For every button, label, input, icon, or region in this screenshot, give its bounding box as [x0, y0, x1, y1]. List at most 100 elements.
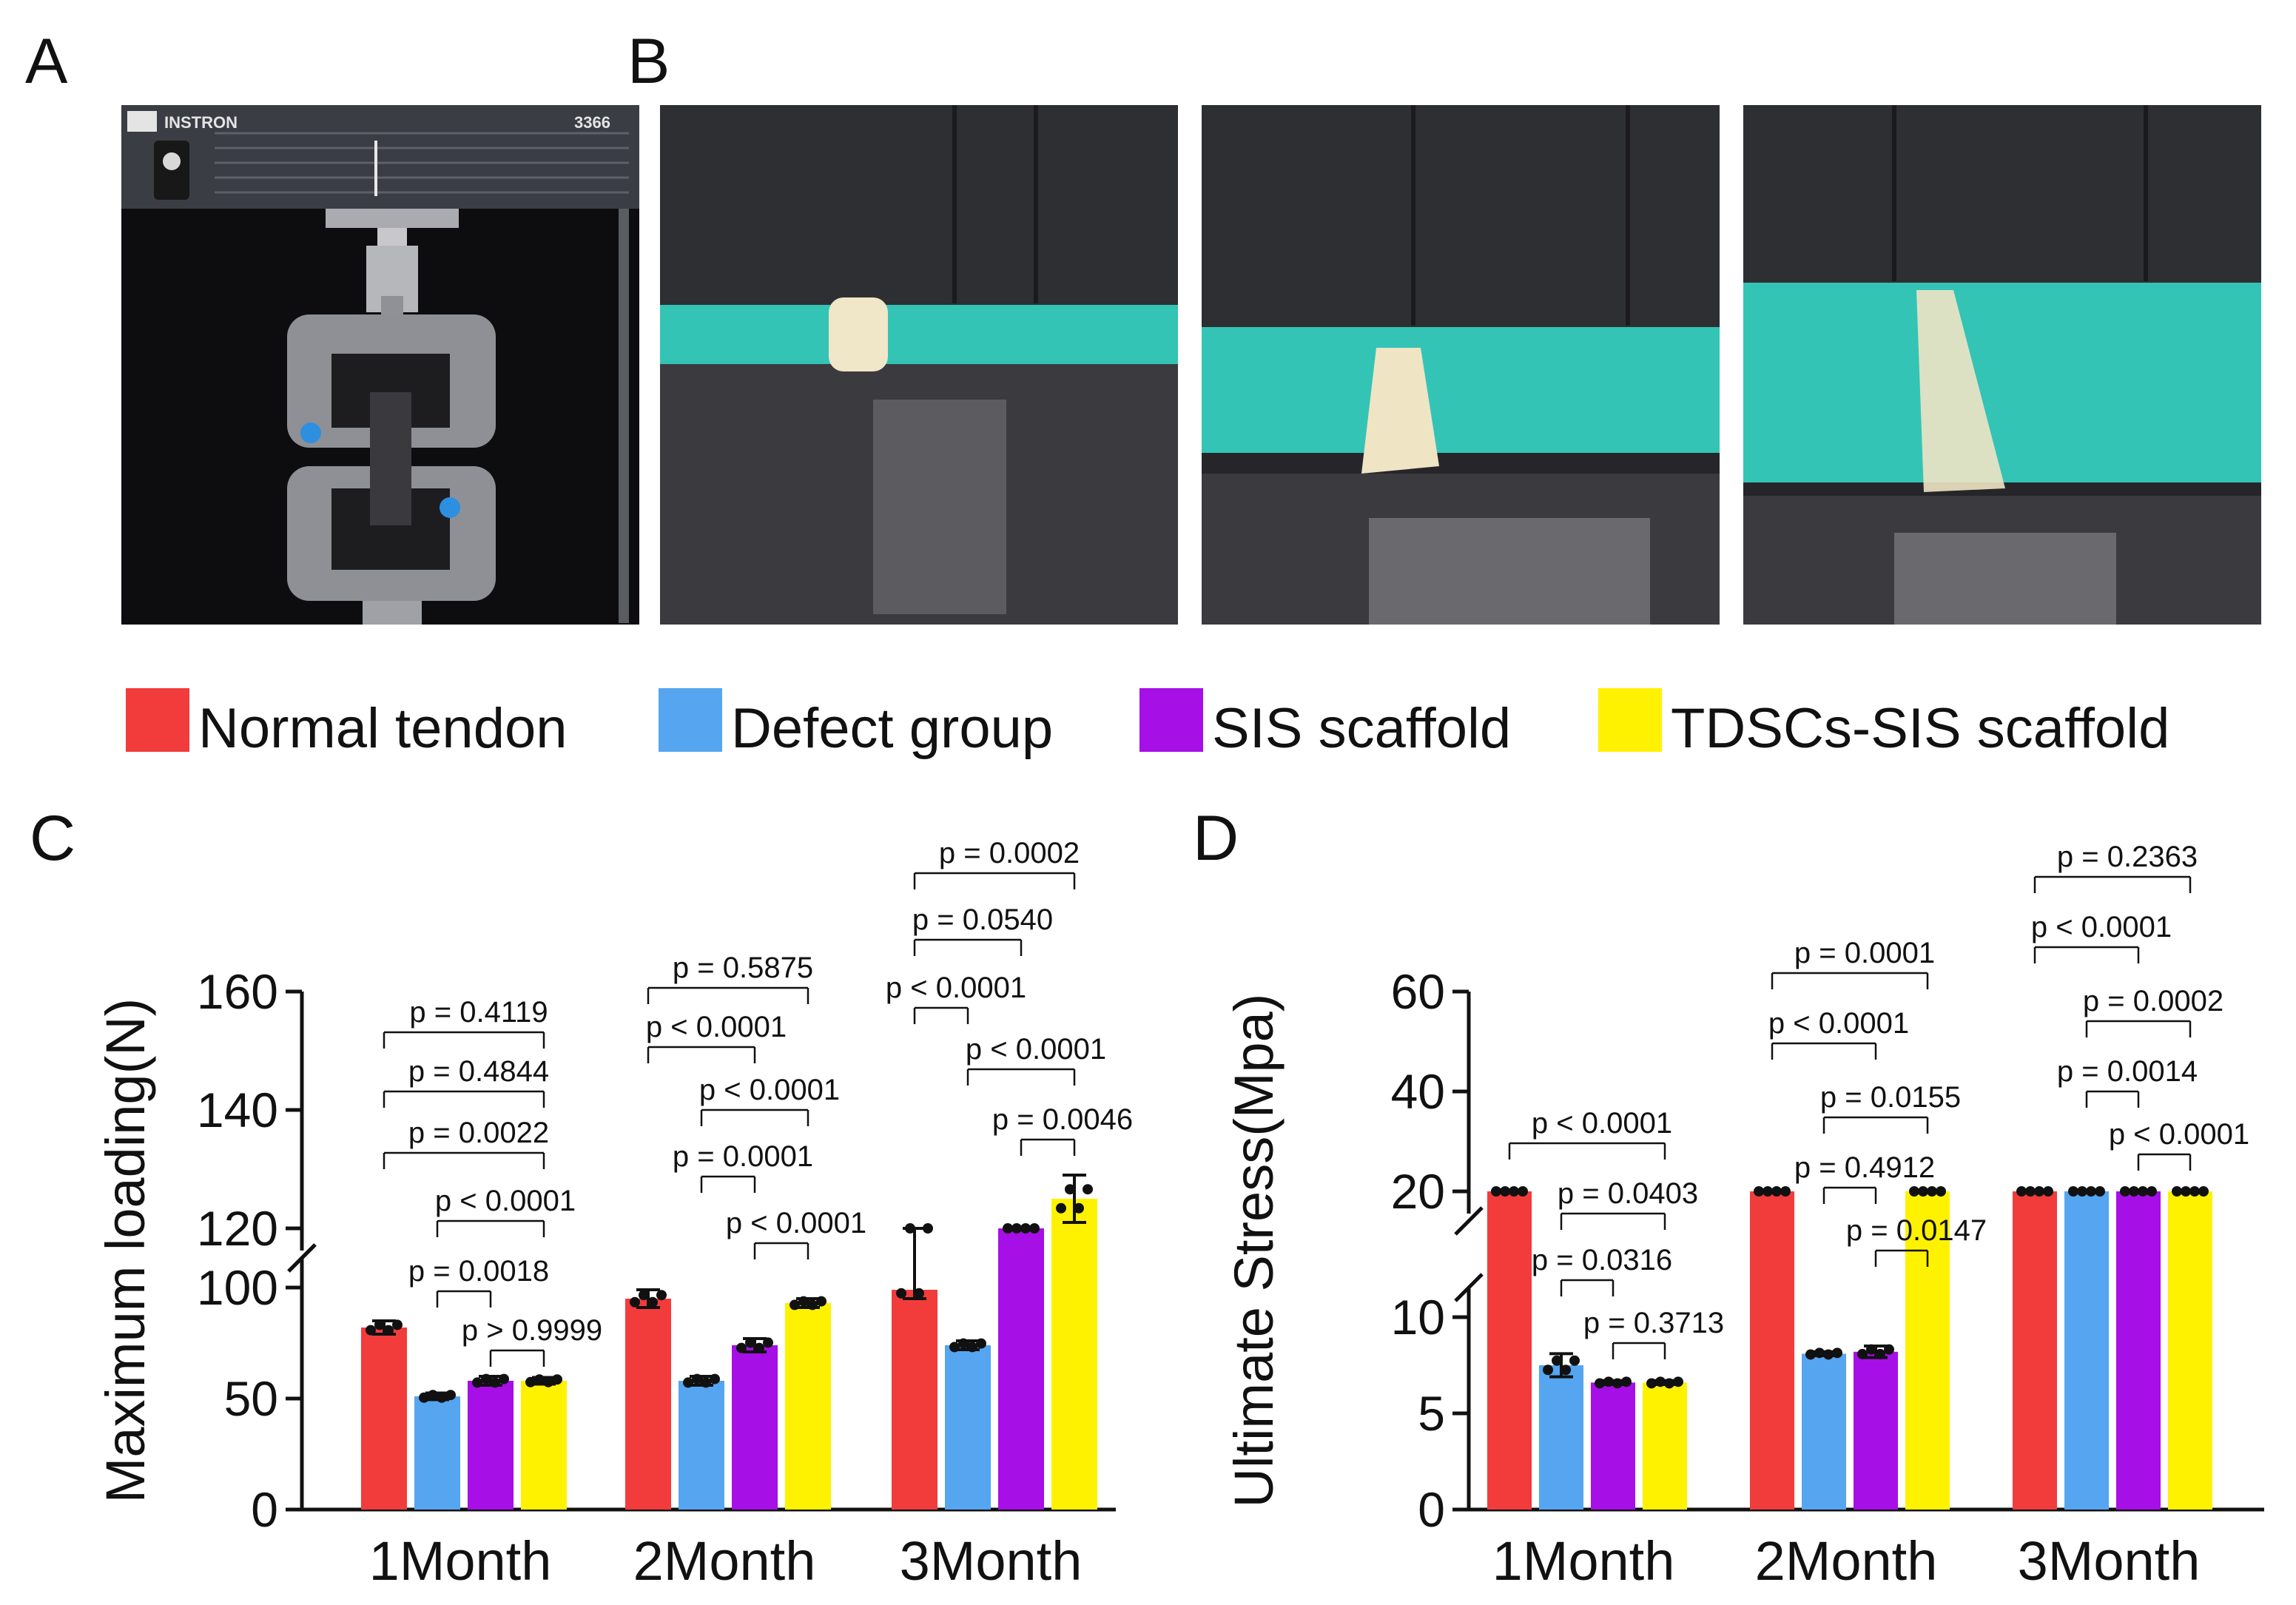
data-point: [949, 1342, 960, 1353]
data-point: [816, 1296, 827, 1307]
bar: [945, 1345, 991, 1510]
data-point: [1814, 1347, 1825, 1359]
data-point: [1561, 1365, 1571, 1376]
legend: Normal tendon Defect group SIS scaffold …: [126, 688, 2169, 760]
p-value-label: p = 0.0147: [1846, 1214, 1987, 1247]
data-point: [534, 1374, 545, 1385]
data-point: [437, 1392, 447, 1403]
p-value-label: p = 0.0014: [2057, 1055, 2198, 1088]
bar: [1802, 1353, 1846, 1510]
legend-label-tdscs-sis-scaffold: TDSCs-SIS scaffold: [1671, 697, 2169, 760]
data-point: [1771, 1186, 1782, 1197]
p-value-label: p < 0.0001: [886, 972, 1026, 1004]
bar: [679, 1381, 724, 1510]
data-point: [1866, 1344, 1876, 1355]
p-value-label: p = 0.0046: [992, 1103, 1133, 1136]
data-point: [1003, 1223, 1013, 1234]
data-point: [1020, 1223, 1031, 1234]
data-point: [1569, 1355, 1580, 1366]
legend-label-normal-tendon: Normal tendon: [198, 697, 568, 760]
data-point: [392, 1319, 403, 1330]
data-point: [1884, 1344, 1894, 1355]
data-point: [976, 1338, 986, 1349]
panel-label-d: D: [1193, 803, 1239, 874]
legend-swatch-normal-tendon: [126, 688, 189, 752]
y-tick-label: 5: [1418, 1386, 1445, 1441]
data-point: [2025, 1186, 2036, 1197]
p-value-label: p = 0.4844: [408, 1055, 549, 1088]
data-point: [914, 1288, 924, 1299]
bar: [1591, 1382, 1635, 1510]
data-point: [763, 1337, 773, 1348]
data-point: [1780, 1186, 1791, 1197]
p-value-label: p = 0.0540: [912, 904, 1053, 936]
legend-label-sis-scaffold: SIS scaffold: [1212, 697, 1511, 760]
data-point: [1500, 1186, 1510, 1197]
p-value-label: p < 0.0001: [1768, 1007, 1909, 1040]
data-point: [366, 1325, 376, 1336]
p-value-label: p = 0.0001: [673, 1140, 813, 1173]
data-point: [1664, 1378, 1674, 1389]
data-point: [1065, 1184, 1075, 1195]
data-point: [1857, 1348, 1868, 1359]
data-point: [2095, 1186, 2105, 1197]
data-point: [1595, 1378, 1605, 1389]
p-value-label: p < 0.0001: [699, 1074, 840, 1106]
y-tick-label: 140: [197, 1083, 278, 1137]
p-value-label: p < 0.0001: [435, 1185, 576, 1217]
data-point: [1612, 1378, 1623, 1389]
data-point: [1936, 1186, 1946, 1197]
x-category-label: 1Month: [1492, 1530, 1675, 1592]
data-point: [923, 1223, 933, 1234]
p-value-label: p < 0.0001: [726, 1207, 866, 1239]
data-point: [1083, 1184, 1093, 1195]
axis-break-mark: [1454, 1206, 1484, 1236]
y-tick-label: 40: [1391, 1064, 1445, 1119]
bar: [521, 1381, 567, 1510]
bar: [625, 1299, 671, 1510]
p-value-label: p = 0.0001: [1794, 937, 1935, 969]
data-point: [2129, 1186, 2139, 1197]
bar: [414, 1396, 460, 1510]
p-value-label: p = 0.5875: [673, 952, 813, 984]
data-point: [428, 1390, 438, 1401]
data-point: [1875, 1348, 1885, 1359]
y-axis-label: Maximum loading(N): [95, 998, 156, 1504]
data-point: [2189, 1186, 2200, 1197]
data-point: [374, 1319, 385, 1330]
data-point: [2034, 1186, 2044, 1197]
p-value-label: p = 0.2363: [2057, 841, 2198, 873]
data-point: [896, 1288, 906, 1299]
p-value-label: p < 0.0001: [2109, 1118, 2249, 1151]
data-point: [499, 1373, 509, 1384]
p-value-label: p = 0.0403: [1558, 1177, 1698, 1210]
bar: [1854, 1351, 1898, 1510]
bar: [2168, 1191, 2212, 1510]
x-category-label: 2Month: [1755, 1530, 1938, 1592]
bar: [785, 1303, 831, 1510]
data-point: [1927, 1186, 1937, 1197]
data-point: [1056, 1202, 1066, 1214]
data-point: [2147, 1186, 2157, 1197]
data-point: [2172, 1186, 2182, 1197]
data-point: [543, 1376, 553, 1387]
data-point: [1509, 1186, 1519, 1197]
data-point: [692, 1373, 702, 1384]
legend-swatch-sis-scaffold: [1139, 688, 1203, 752]
data-point: [383, 1325, 394, 1336]
p-value-label: p > 0.9999: [462, 1314, 602, 1347]
instron-logo-icon: [127, 111, 157, 132]
data-point: [1552, 1355, 1562, 1366]
p-value-label: p = 0.4912: [1794, 1151, 1935, 1184]
data-point: [701, 1377, 711, 1388]
data-point: [481, 1373, 491, 1384]
data-point: [1074, 1202, 1084, 1214]
data-point: [630, 1296, 640, 1308]
axis-break-mark: [1454, 1273, 1484, 1302]
photo-tensile-stage-2: [1202, 105, 1720, 625]
p-value-label: p = 0.0155: [1820, 1081, 1961, 1114]
data-point: [905, 1223, 915, 1234]
data-point: [490, 1377, 500, 1388]
